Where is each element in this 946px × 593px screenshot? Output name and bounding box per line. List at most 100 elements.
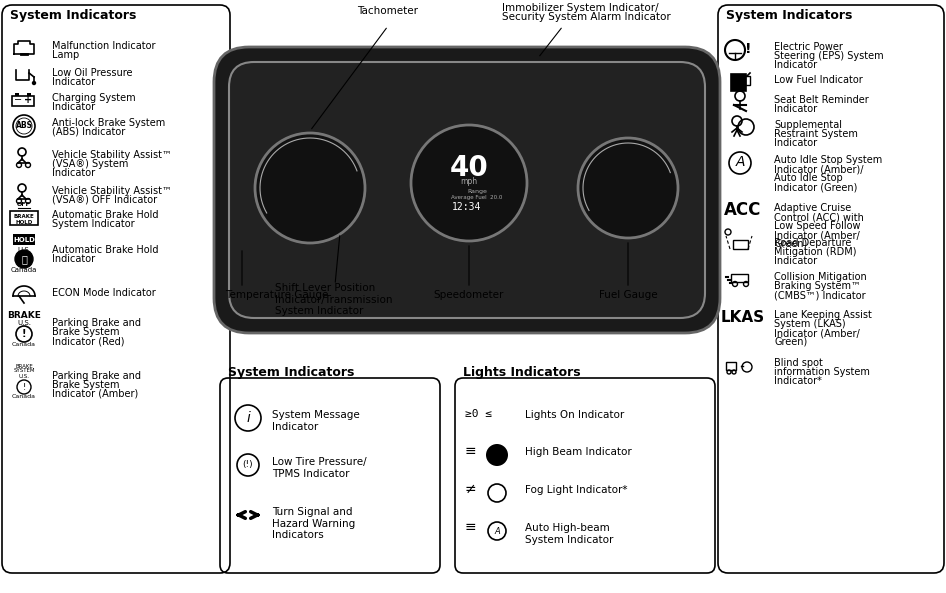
Text: Lights Indicators: Lights Indicators <box>463 366 581 379</box>
Text: Collision Mitigation: Collision Mitigation <box>774 272 867 282</box>
Text: HOLD: HOLD <box>13 237 35 243</box>
Text: BRAKE: BRAKE <box>13 213 34 218</box>
Text: !: ! <box>23 382 26 391</box>
Text: System (LKAS): System (LKAS) <box>774 319 846 329</box>
Text: Restraint System: Restraint System <box>774 129 858 139</box>
Text: (CMBS™) Indicator: (CMBS™) Indicator <box>774 290 866 300</box>
Text: ≥0 ≤: ≥0 ≤ <box>465 409 492 419</box>
Text: Green): Green) <box>774 337 807 347</box>
Text: Indicator: Indicator <box>52 254 96 264</box>
Text: (!): (!) <box>243 461 254 470</box>
Text: Mitigation (RDM): Mitigation (RDM) <box>774 247 856 257</box>
Text: System Indicator: System Indicator <box>52 219 134 229</box>
Text: Blind spot: Blind spot <box>774 358 823 368</box>
Text: (VSA®) OFF Indicator: (VSA®) OFF Indicator <box>52 195 157 205</box>
Text: A: A <box>735 155 745 169</box>
Bar <box>726 362 736 370</box>
Text: 12:34: 12:34 <box>452 202 482 212</box>
Text: −: − <box>14 95 22 105</box>
Circle shape <box>578 138 678 238</box>
Text: ≡: ≡ <box>465 444 477 458</box>
Text: Canada: Canada <box>12 394 36 400</box>
Text: Indicator (Green): Indicator (Green) <box>774 182 857 192</box>
Text: Vehicle Stability Assist™: Vehicle Stability Assist™ <box>52 186 172 196</box>
Text: OFF: OFF <box>17 202 31 208</box>
Text: Lights On Indicator: Lights On Indicator <box>525 410 624 420</box>
Bar <box>745 76 750 85</box>
Text: Canada: Canada <box>12 343 36 347</box>
Text: Anti-lock Brake System: Anti-lock Brake System <box>52 118 166 128</box>
Circle shape <box>15 250 33 268</box>
Text: !: ! <box>22 329 26 339</box>
Text: ABS: ABS <box>15 120 32 129</box>
Text: Parking Brake and: Parking Brake and <box>52 318 141 328</box>
Text: Electric Power: Electric Power <box>774 42 843 52</box>
Text: information System: information System <box>774 367 870 377</box>
Text: LKAS: LKAS <box>721 310 765 324</box>
Text: (VSA®) System: (VSA®) System <box>52 159 129 169</box>
Text: HOLD: HOLD <box>15 219 32 225</box>
Text: Low Speed Follow: Low Speed Follow <box>774 221 861 231</box>
Text: Immobilizer System Indicator/: Immobilizer System Indicator/ <box>502 3 658 13</box>
Text: Tachometer: Tachometer <box>358 6 418 16</box>
Text: ECON Mode Indicator: ECON Mode Indicator <box>52 288 156 298</box>
Text: A: A <box>494 527 499 535</box>
Text: Indicator*: Indicator* <box>774 376 822 386</box>
Text: Auto Idle Stop: Auto Idle Stop <box>774 173 843 183</box>
Bar <box>12 96 34 106</box>
Text: U.S.: U.S. <box>17 320 31 326</box>
Text: Indicator: Indicator <box>774 60 817 70</box>
Text: Low Oil Pressure: Low Oil Pressure <box>52 68 132 78</box>
Text: Indicator: Indicator <box>774 138 817 148</box>
Text: Supplemental: Supplemental <box>774 120 842 130</box>
Text: U.S.: U.S. <box>17 247 31 253</box>
Text: Speedometer: Speedometer <box>434 290 504 300</box>
Text: (ABS) Indicator: (ABS) Indicator <box>52 127 125 137</box>
Text: U.S.: U.S. <box>19 374 29 378</box>
Text: Average Fuel  20.0: Average Fuel 20.0 <box>451 195 502 199</box>
Text: SYSTEM: SYSTEM <box>13 368 35 374</box>
Text: 40: 40 <box>449 154 488 182</box>
Text: Lane Keeping Assist: Lane Keeping Assist <box>774 310 872 320</box>
Text: Braking System™: Braking System™ <box>774 281 861 291</box>
Text: BRAKE: BRAKE <box>15 364 33 368</box>
Text: Indicator: Indicator <box>52 77 96 87</box>
Bar <box>731 74 746 91</box>
Text: Charging System: Charging System <box>52 93 135 103</box>
Text: Fog Light Indicator*: Fog Light Indicator* <box>525 485 627 495</box>
Text: Security System Alarm Indicator: Security System Alarm Indicator <box>502 12 671 22</box>
Text: Control (ACC) with: Control (ACC) with <box>774 212 864 222</box>
FancyBboxPatch shape <box>229 62 705 318</box>
Text: Seat Belt Reminder: Seat Belt Reminder <box>774 95 868 105</box>
Text: Malfunction Indicator: Malfunction Indicator <box>52 41 155 51</box>
Text: Green): Green) <box>774 239 807 249</box>
Text: System Indicators: System Indicators <box>228 366 355 379</box>
Text: Indicator (Amber/: Indicator (Amber/ <box>774 328 860 338</box>
Text: Auto Idle Stop System: Auto Idle Stop System <box>774 155 883 165</box>
Circle shape <box>32 81 36 84</box>
Text: Indicator (Amber/: Indicator (Amber/ <box>774 230 860 240</box>
Text: Indicator (Red): Indicator (Red) <box>52 336 125 346</box>
Text: ≡: ≡ <box>465 520 477 534</box>
Text: Low Fuel Indicator: Low Fuel Indicator <box>774 75 863 85</box>
Text: Canada: Canada <box>10 267 37 273</box>
Circle shape <box>411 125 527 241</box>
Text: Range: Range <box>467 189 487 193</box>
Text: Lamp: Lamp <box>52 50 79 60</box>
Bar <box>13 234 35 245</box>
Text: Road Departure: Road Departure <box>774 238 851 248</box>
Text: +: + <box>24 95 32 105</box>
Bar <box>10 211 38 225</box>
Text: Brake System: Brake System <box>52 380 119 390</box>
Bar <box>15 93 19 96</box>
Text: High Beam Indicator: High Beam Indicator <box>525 447 632 457</box>
Text: Indicator (Amber)/: Indicator (Amber)/ <box>774 164 864 174</box>
Text: ACC: ACC <box>725 201 762 219</box>
Text: i: i <box>246 411 250 425</box>
Text: Shift Lever Position
Indicator/Transmission
System Indicator: Shift Lever Position Indicator/Transmiss… <box>275 283 393 316</box>
Text: ≠: ≠ <box>465 482 477 496</box>
Text: Indicator: Indicator <box>52 168 96 178</box>
Bar <box>27 93 31 96</box>
Text: Indicator: Indicator <box>774 256 817 266</box>
Text: Fuel Gauge: Fuel Gauge <box>599 290 657 300</box>
